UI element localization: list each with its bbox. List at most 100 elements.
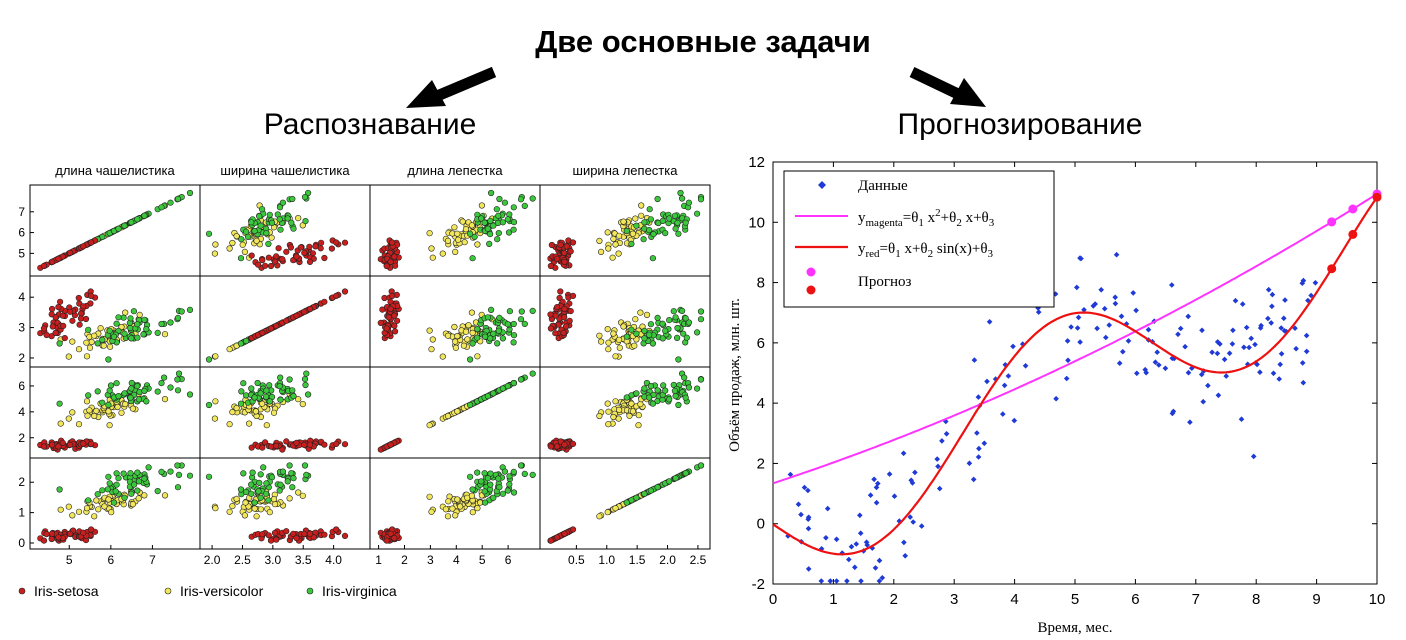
data-point xyxy=(975,394,982,400)
iris-point xyxy=(646,226,653,234)
iris-point xyxy=(317,245,324,252)
iris-point xyxy=(623,227,630,235)
iris-point xyxy=(623,394,630,401)
iris-point xyxy=(615,250,622,257)
data-point xyxy=(936,485,943,492)
iris-point xyxy=(205,473,213,480)
iris-point xyxy=(75,294,82,302)
y-tick-label: 2 xyxy=(18,351,25,365)
iris-point xyxy=(128,335,135,342)
data-point xyxy=(1010,343,1016,350)
iris-point xyxy=(61,335,68,342)
iris-point xyxy=(610,330,617,337)
iris-point xyxy=(186,306,194,313)
iris-point xyxy=(97,325,104,332)
data-point xyxy=(1246,344,1252,351)
iris-point xyxy=(321,298,328,305)
iris-point xyxy=(318,239,325,246)
iris-point xyxy=(693,385,701,392)
data-point xyxy=(1277,361,1283,368)
x-tick-label: 5 xyxy=(66,553,73,567)
iris-point xyxy=(499,219,507,226)
iris-point xyxy=(99,399,106,406)
iris-point xyxy=(381,294,388,302)
data-point xyxy=(1175,331,1181,338)
data-point xyxy=(1223,373,1229,379)
data-point xyxy=(1098,287,1104,293)
page-title: Две основные задачи xyxy=(535,24,871,59)
iris-point xyxy=(293,535,300,542)
iris-point xyxy=(650,230,657,238)
data-point xyxy=(798,511,804,518)
data-point xyxy=(1077,339,1083,345)
iris-point xyxy=(499,385,507,392)
iris-point xyxy=(501,468,509,475)
iris-point xyxy=(263,393,270,400)
y-tick-label: 8 xyxy=(757,275,765,292)
iris-point xyxy=(451,224,458,231)
iris-point xyxy=(495,229,502,237)
iris-point xyxy=(52,329,59,336)
iris-point xyxy=(136,311,143,318)
y-axis-label: Объём продаж, млн. шт. xyxy=(727,298,743,452)
iris-point xyxy=(605,339,612,346)
data-point xyxy=(943,418,949,425)
y-tick-label: 7 xyxy=(18,205,25,219)
iris-point xyxy=(239,241,246,248)
iris-point xyxy=(392,328,399,335)
data-point xyxy=(900,450,907,457)
iris-point xyxy=(428,245,435,252)
data-point xyxy=(1281,328,1288,334)
iris-point xyxy=(290,475,297,482)
iris-point xyxy=(134,334,141,341)
data-point xyxy=(1063,375,1070,382)
iris-point xyxy=(49,323,56,330)
iris-point xyxy=(286,376,293,383)
legend-box xyxy=(783,170,1055,308)
iris-point xyxy=(288,219,295,226)
iris-point xyxy=(276,216,283,223)
iris-point xyxy=(569,292,577,299)
iris-point xyxy=(557,241,564,248)
iris-point xyxy=(495,327,502,334)
y-tick-label: 4 xyxy=(18,405,25,419)
iris-point xyxy=(429,254,436,261)
data-point xyxy=(1239,301,1246,307)
iris-point xyxy=(93,497,100,504)
iris-point xyxy=(295,489,302,496)
iris-point xyxy=(445,498,452,505)
iris-point xyxy=(454,230,461,237)
iris-point xyxy=(127,470,134,477)
data-point xyxy=(795,501,802,508)
iris-point xyxy=(312,243,319,250)
iris-point xyxy=(130,308,137,315)
iris-point xyxy=(494,236,501,243)
iris-point xyxy=(628,240,635,247)
iris-point xyxy=(678,307,686,314)
legend-magenta-formula: ymagenta=θ1 x2+θ2 x+θ3 xyxy=(858,207,995,229)
data-point xyxy=(833,578,840,584)
iris-point xyxy=(660,382,667,389)
feature-label: ширина лепестка xyxy=(573,163,679,178)
iris-point xyxy=(493,206,500,213)
iris-point xyxy=(115,225,122,232)
iris-point xyxy=(277,396,284,403)
data-point xyxy=(902,553,908,559)
y-tick-label: 6 xyxy=(18,226,25,240)
iris-point xyxy=(212,353,219,360)
iris-point xyxy=(426,493,433,500)
iris-point xyxy=(105,401,112,409)
iris-point xyxy=(267,262,275,270)
iris-point xyxy=(487,481,494,488)
y-tick-label: 4 xyxy=(757,395,765,412)
iris-point xyxy=(233,405,240,412)
iris-point xyxy=(561,441,568,448)
iris-point xyxy=(154,388,161,395)
y-tick-label: -2 xyxy=(752,576,765,593)
iris-point xyxy=(529,195,536,202)
iris-point xyxy=(293,439,300,447)
data-point xyxy=(1265,286,1272,293)
iris-point xyxy=(69,338,76,345)
iris-point xyxy=(66,249,74,256)
iris-point xyxy=(643,379,651,387)
